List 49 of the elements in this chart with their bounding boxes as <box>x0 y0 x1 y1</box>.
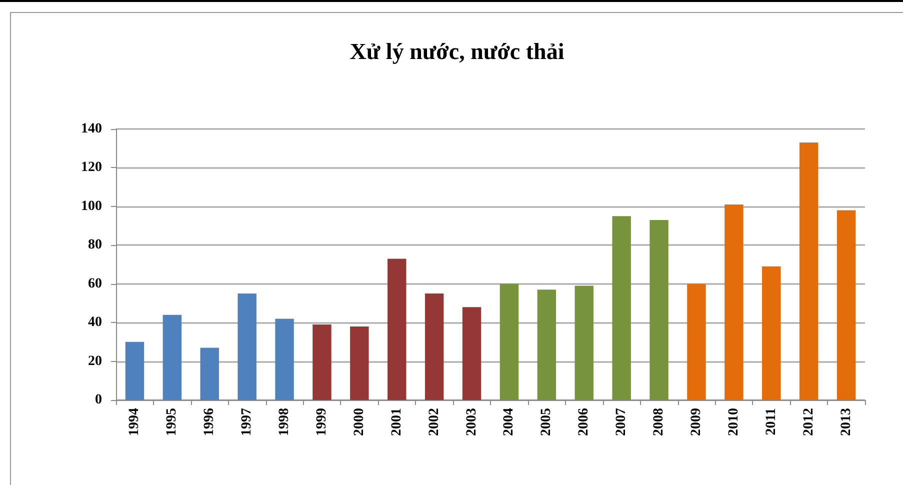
y-tick-label: 60 <box>88 276 102 292</box>
y-tick-label: 40 <box>88 315 102 330</box>
y-tick-label: 20 <box>88 354 102 369</box>
x-tick-label: 2009 <box>688 408 704 436</box>
bar <box>238 294 256 400</box>
x-tick-label: 2003 <box>464 408 480 436</box>
x-tick-label: 1995 <box>164 408 180 436</box>
bar <box>162 314 182 400</box>
bar <box>200 348 219 400</box>
x-tick-label: 2012 <box>801 408 816 436</box>
x-tick-label: 2002 <box>426 408 442 436</box>
bar <box>424 294 444 400</box>
y-tick-label: 120 <box>81 160 102 176</box>
bar <box>500 284 519 400</box>
x-tick-label: 2013 <box>838 408 854 436</box>
bar <box>612 216 631 400</box>
y-tick-label: 80 <box>88 238 102 253</box>
bar <box>799 142 818 400</box>
bar <box>125 342 144 400</box>
x-tick-label: 2000 <box>352 408 367 436</box>
y-tick-label: 0 <box>95 392 102 408</box>
x-tick-label: 1999 <box>314 408 330 436</box>
bar <box>388 258 406 400</box>
bar <box>350 326 369 400</box>
x-tick-label: 2010 <box>726 408 742 436</box>
x-tick-label: 1994 <box>127 408 142 436</box>
x-tick-label: 1996 <box>202 408 218 436</box>
x-tick-label: 1998 <box>277 408 292 436</box>
x-tick-label: 2008 <box>652 408 667 436</box>
x-tick-label: 2004 <box>502 408 517 436</box>
x-tick-label: 2001 <box>389 408 404 436</box>
x-tick-label: 1997 <box>240 408 255 436</box>
bar <box>836 210 856 400</box>
x-tick-label: 2006 <box>576 408 592 436</box>
y-tick-label: 100 <box>81 198 102 214</box>
bar <box>537 290 556 400</box>
bar <box>687 284 706 400</box>
x-tick-label: 2011 <box>764 408 779 436</box>
y-tick-label: 140 <box>81 122 102 136</box>
bar <box>275 318 294 400</box>
bar <box>724 204 744 400</box>
x-tick-label: 2007 <box>614 408 630 436</box>
bar <box>574 286 594 400</box>
bar <box>312 324 332 400</box>
bar <box>762 266 781 400</box>
chart-title: Xử lý nước, nước thải <box>350 39 565 64</box>
x-tick-label: 2005 <box>539 408 554 436</box>
bar <box>650 220 668 400</box>
bar <box>462 307 482 400</box>
